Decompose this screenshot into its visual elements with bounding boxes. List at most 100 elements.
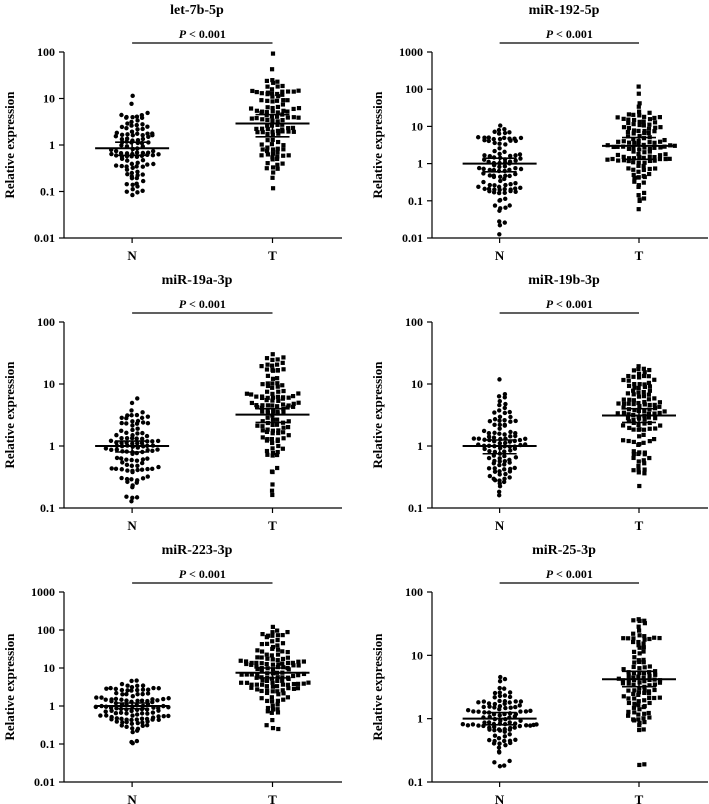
data-point-n — [124, 164, 129, 169]
data-point-t — [280, 682, 286, 687]
data-point-t — [652, 411, 657, 416]
data-point-t — [276, 139, 281, 145]
data-point-n — [135, 131, 140, 136]
data-point-t — [270, 51, 276, 56]
data-point-n — [497, 408, 502, 413]
data-point-t — [281, 395, 286, 400]
data-point-n — [502, 395, 507, 400]
data-point-n — [486, 466, 492, 471]
data-point-n — [124, 436, 130, 441]
data-point-t — [270, 186, 276, 191]
data-point-t — [270, 644, 276, 650]
data-point-n — [140, 188, 145, 193]
data-point-n — [486, 720, 492, 725]
data-point-t — [636, 175, 641, 180]
data-point-n — [502, 693, 508, 698]
data-point-t — [637, 427, 642, 432]
data-point-n — [108, 685, 113, 691]
data-point-t — [657, 680, 663, 685]
data-point-t — [265, 403, 271, 408]
data-point-n — [156, 717, 161, 722]
data-point-t — [276, 398, 281, 403]
data-point-t — [275, 409, 280, 414]
data-point-n — [150, 152, 156, 158]
data-point-t — [632, 381, 637, 387]
data-point-t — [275, 384, 280, 389]
data-point-t — [270, 453, 275, 458]
data-point-t — [275, 643, 280, 648]
data-point-t — [270, 395, 276, 400]
data-point-n — [113, 163, 119, 168]
data-point-n — [513, 158, 518, 163]
data-point-n — [502, 458, 508, 464]
p-value-label: P < 0.001 — [179, 567, 226, 581]
data-point-n — [460, 722, 466, 727]
data-point-t — [647, 171, 652, 177]
data-point-t — [259, 655, 264, 660]
data-point-n — [502, 449, 507, 454]
data-point-t — [270, 624, 275, 630]
data-point-n — [486, 455, 492, 461]
data-point-n — [130, 114, 135, 120]
data-point-t — [657, 635, 662, 641]
data-point-n — [119, 697, 124, 702]
data-point-n — [502, 676, 508, 682]
panel-mir-19b-3p: miR-19b-3p Relative expression 0.1 1 10 100 N T… — [370, 273, 708, 533]
data-point-n — [129, 408, 134, 413]
data-point-t — [642, 719, 647, 725]
x-tick-label: N — [495, 792, 505, 804]
data-point-t — [269, 695, 274, 700]
data-point-n — [496, 131, 502, 136]
data-point-n — [508, 448, 513, 453]
data-point-t — [270, 699, 275, 704]
data-point-n — [492, 140, 497, 146]
data-point-t — [285, 682, 290, 687]
data-point-n — [475, 135, 481, 140]
data-point-n — [513, 418, 518, 424]
data-point-n — [99, 695, 104, 700]
data-point-t — [301, 681, 306, 686]
data-point-n — [119, 681, 125, 687]
data-point-t — [275, 710, 281, 715]
data-point-n — [151, 161, 156, 167]
data-point-n — [135, 698, 140, 703]
data-point-t — [270, 137, 275, 142]
data-point-n — [507, 173, 512, 179]
data-point-t — [270, 403, 275, 408]
data-point-n — [502, 734, 508, 739]
data-point-n — [103, 709, 108, 714]
data-point-t — [626, 696, 631, 701]
data-point-t — [641, 649, 646, 654]
data-point-t — [631, 449, 636, 454]
data-point-t — [652, 377, 657, 382]
data-point-n — [471, 709, 476, 714]
data-point-n — [503, 173, 508, 178]
data-point-n — [476, 709, 481, 714]
data-point-t — [632, 179, 637, 184]
data-point-n — [119, 716, 124, 722]
data-point-t — [637, 645, 642, 650]
data-point-t — [275, 91, 280, 97]
data-point-t — [641, 394, 646, 399]
data-point-n — [140, 430, 145, 436]
data-point-n — [119, 124, 125, 130]
data-point-n — [140, 122, 145, 127]
data-point-t — [275, 156, 280, 162]
data-point-n — [145, 110, 150, 116]
data-point-t — [632, 408, 637, 413]
data-point-t — [269, 676, 275, 681]
data-point-t — [636, 643, 641, 648]
chart-title: miR-19b-3p — [528, 273, 600, 288]
data-point-n — [486, 701, 492, 706]
data-point-t — [291, 673, 296, 679]
data-point-t — [275, 665, 280, 670]
data-point-t — [642, 160, 647, 165]
data-point-t — [286, 129, 291, 134]
data-point-t — [621, 438, 626, 443]
data-point-t — [286, 126, 291, 131]
data-point-n — [130, 182, 135, 188]
data-point-t — [621, 116, 626, 121]
data-point-t — [259, 642, 264, 647]
data-point-t — [641, 716, 646, 721]
x-tick-label: N — [127, 792, 137, 804]
